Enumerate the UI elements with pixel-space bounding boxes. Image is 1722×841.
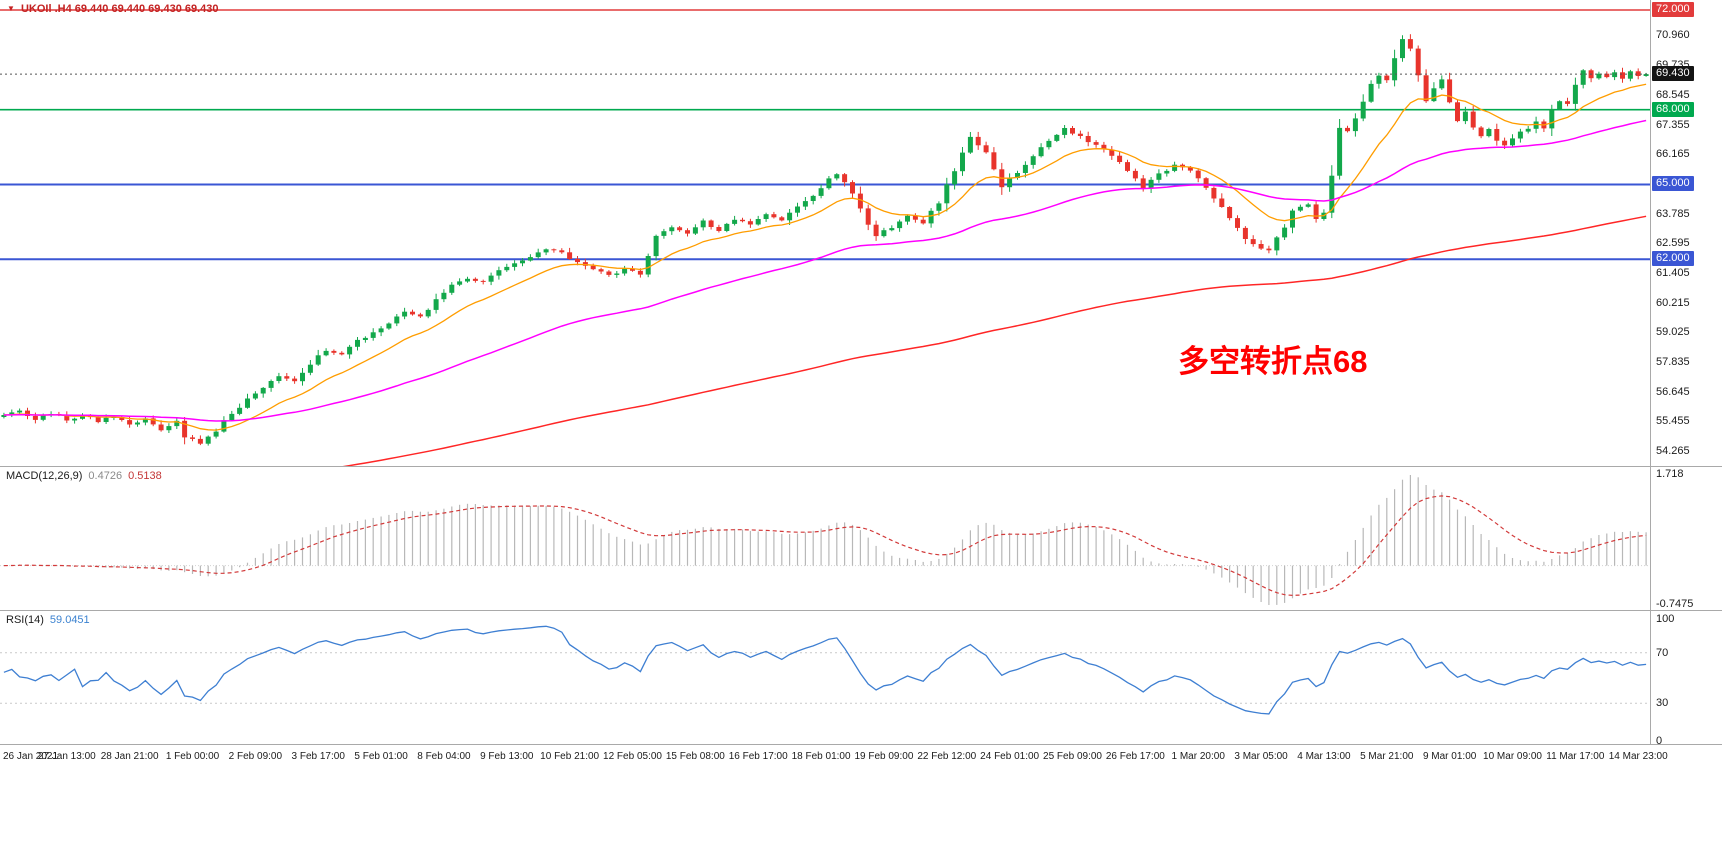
ma-fast-line — [3, 83, 1647, 431]
price-tick: 57.835 — [1656, 356, 1690, 369]
price-axis[interactable]: 70.96069.73568.54567.35566.16563.78562.5… — [1650, 0, 1722, 466]
time-tick-label: 28 Jan 21:00 — [100, 751, 159, 762]
price-level-badge: 72.000 — [1652, 2, 1694, 17]
rsi-tick: 0 — [1656, 735, 1663, 747]
rsi-tick: 70 — [1656, 646, 1669, 659]
ma-mid-line — [3, 119, 1647, 422]
time-tick-label: 3 Feb 17:00 — [291, 751, 345, 762]
time-tick-label: 10 Mar 09:00 — [1483, 751, 1542, 762]
macd-label: MACD(12,26,9) 0.4726 0.5138 — [6, 470, 168, 482]
macd-name: MACD(12,26,9) — [6, 470, 83, 482]
candlestick-chart[interactable] — [0, 0, 1650, 466]
current-price-badge: 69.430 — [1652, 66, 1694, 82]
macd-histogram — [11, 475, 1647, 605]
time-tick-label: 26 Jan 2021 — [3, 751, 59, 762]
price-level-badge: 65.000 — [1652, 176, 1694, 192]
time-axis[interactable]: 26 Jan 2021 27 Jan 13:00 28 Jan 21:00 1 Feb… — [0, 744, 1722, 775]
price-tick: 55.455 — [1656, 415, 1690, 428]
time-tick-label: 4 Mar 13:00 — [1297, 751, 1351, 762]
time-tick-label: 2 Feb 09:00 — [228, 751, 283, 762]
price-tick: 67.355 — [1656, 118, 1690, 131]
macd-signal-line — [3, 495, 1647, 597]
price-tick: 68.545 — [1656, 89, 1690, 102]
time-tick-label: 19 Feb 09:00 — [854, 751, 914, 762]
chart-annotation-text: 多空转折点68 — [1178, 344, 1368, 379]
macd-tick: -0.7475 — [1656, 598, 1694, 610]
time-tick-label: 10 Feb 21:00 — [540, 751, 600, 762]
rsi-chart[interactable] — [0, 611, 1650, 745]
macd-axis[interactable]: 1.718 -0.7475 — [1650, 467, 1722, 610]
rsi-tick: 30 — [1656, 697, 1669, 710]
rsi-label: RSI(14) 59.0451 — [6, 614, 96, 626]
chart-title: ▼ UKOIl .H4 69.440 69.440 69.430 69.430 — [7, 3, 219, 15]
rsi-axis[interactable]: 100 70 30 0 — [1650, 611, 1722, 747]
price-level-badge: 62.000 — [1652, 251, 1694, 267]
ma-slow-line — [342, 215, 1647, 466]
time-tick-label: 22 Feb 12:00 — [917, 751, 977, 762]
time-tick-label: 24 Feb 01:00 — [980, 751, 1040, 762]
price-tick: 59.025 — [1656, 326, 1690, 339]
price-tick: 54.265 — [1656, 445, 1690, 457]
macd-chart[interactable] — [0, 467, 1650, 611]
time-tick-label: 9 Feb 13:00 — [480, 751, 534, 762]
price-level-badge: 68.000 — [1652, 101, 1694, 117]
macd-main-value: 0.4726 — [88, 470, 123, 482]
price-tick: 60.215 — [1656, 296, 1690, 309]
time-tick-label: 5 Mar 21:00 — [1360, 751, 1414, 762]
time-tick-label: 11 Mar 17:00 — [1546, 751, 1605, 762]
time-tick-label: 9 Mar 01:00 — [1422, 751, 1477, 762]
price-tick: 70.960 — [1656, 28, 1690, 41]
time-tick-label: 5 Feb 01:00 — [354, 751, 408, 762]
macd-signal-value: 0.5138 — [128, 470, 162, 482]
rsi-value: 59.0451 — [49, 614, 90, 626]
time-tick-label: 27 Jan 13:00 — [37, 751, 96, 762]
rsi-name: RSI(14) — [6, 614, 44, 626]
time-tick-label: 26 Feb 17:00 — [1105, 751, 1165, 762]
price-tick: 62.595 — [1656, 237, 1690, 250]
time-tick-label: 1 Mar 20:00 — [1171, 751, 1225, 762]
rsi-tick: 100 — [1656, 613, 1675, 625]
time-tick-label: 25 Feb 09:00 — [1043, 751, 1102, 762]
price-tick: 63.785 — [1656, 207, 1690, 220]
time-tick-label: 14 Mar 23:00 — [1608, 751, 1668, 762]
rsi-line — [3, 625, 1647, 715]
symbol-timeframe-label: UKOIl .H4 — [20, 3, 72, 15]
macd-tick: 1.718 — [1656, 468, 1684, 480]
time-tick-label: 15 Feb 08:00 — [665, 751, 725, 762]
time-tick-label: 3 Mar 05:00 — [1234, 751, 1288, 762]
time-tick-label: 18 Feb 01:00 — [791, 751, 851, 762]
price-tick: 66.165 — [1656, 148, 1690, 161]
rsi-panel: RSI(14) 59.0451 100 70 30 0 — [0, 610, 1722, 747]
time-tick-label: 1 Feb 00:00 — [165, 751, 220, 762]
macd-panel: MACD(12,26,9) 0.4726 0.5138 1.718 -0.7475 — [0, 466, 1722, 610]
candle-bodies — [1, 39, 1649, 444]
time-tick-label: 8 Feb 04:00 — [417, 751, 471, 762]
price-tick: 56.645 — [1656, 385, 1690, 398]
ohlc-values-label: 69.440 69.440 69.430 69.430 — [74, 3, 219, 15]
main-chart-panel: ▼ UKOIl .H4 69.440 69.440 69.430 69.430 … — [0, 0, 1722, 466]
time-tick-label: 16 Feb 17:00 — [728, 751, 788, 762]
time-tick-label: 12 Feb 05:00 — [603, 751, 662, 762]
symbol-marker-icon: ▼ — [7, 4, 15, 13]
price-tick: 61.405 — [1656, 267, 1690, 280]
candle-wicks — [3, 34, 1647, 446]
